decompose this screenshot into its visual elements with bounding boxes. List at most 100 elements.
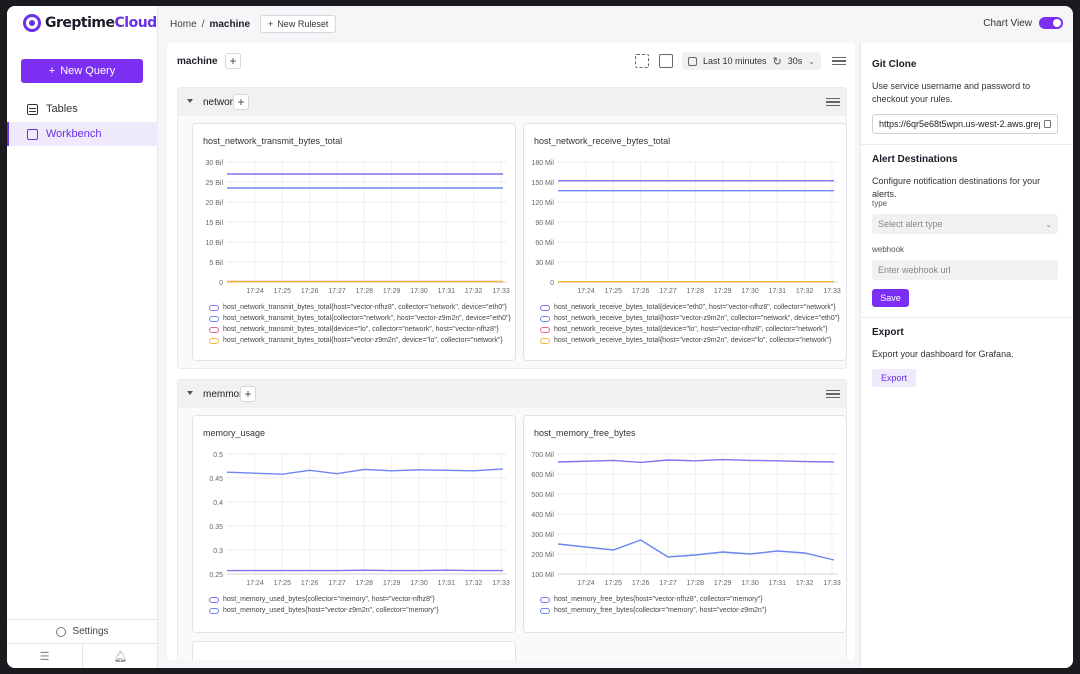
right-panel: Git Clone Use service username and passw… (860, 43, 1073, 668)
chart-panel[interactable] (192, 641, 516, 660)
legend-item[interactable]: host_memory_free_bytes{host="vector-nfhz… (540, 594, 845, 605)
legend-item[interactable]: host_network_receive_bytes_total{host="v… (540, 313, 845, 324)
legend-item[interactable]: host_memory_used_bytes{collector="memory… (209, 594, 514, 605)
grid-layout-icon[interactable] (659, 54, 673, 68)
sidebar-item-tables[interactable]: Tables (7, 97, 158, 121)
chart-panel[interactable]: host_memory_free_bytes 700 Mil 600 Mil 500… (523, 415, 847, 633)
table-icon (27, 103, 38, 115)
legend-item[interactable]: host_network_transmit_bytes_total{collec… (209, 313, 514, 324)
y-tick-label: 90 Mil (535, 220, 554, 227)
settings-button[interactable]: Settings (7, 620, 158, 644)
breadcrumb-home[interactable]: Home (170, 18, 197, 30)
group-menu-icon[interactable] (826, 95, 840, 109)
plus-icon: + (48, 65, 56, 77)
app-window: GreptimeCloud + New Query Tables Workben… (7, 6, 1073, 668)
chart-panel[interactable]: host_network_transmit_bytes_total 30 Bil… (192, 123, 516, 361)
group-header[interactable]: network + (178, 88, 846, 116)
breadcrumb: Home / machine (170, 19, 250, 30)
dashboard-menu-icon[interactable] (832, 54, 846, 68)
y-tick-label: 120 Mil (531, 200, 554, 207)
fullscreen-icon[interactable] (635, 54, 649, 68)
bell-icon[interactable]: 🔔︎ (113, 650, 128, 663)
series-line (557, 539, 835, 561)
new-query-label: New Query (60, 65, 116, 77)
y-tick-label: 0.25 (209, 572, 223, 579)
group-name: memmory (203, 389, 248, 400)
alert-type-placeholder: Select alert type (878, 219, 943, 229)
webhook-input[interactable]: Enter webhook url (872, 260, 1058, 280)
x-tick-label: 17:28 (687, 580, 705, 587)
x-tick-label: 17:29 (714, 288, 732, 295)
y-tick-label: 100 Mil (531, 572, 554, 579)
divider (861, 144, 1073, 145)
refresh-icon[interactable]: ↻ (772, 55, 782, 68)
gear-icon (56, 626, 67, 637)
logo-text: GreptimeCloud (45, 15, 157, 31)
sidebar: GreptimeCloud + New Query Tables Workben… (7, 6, 158, 668)
caret-down-icon[interactable] (187, 391, 193, 395)
chart-panel[interactable]: memory_usage 0.5 0.45 0.4 0.35 0.3 0.25 17:24 1… (192, 415, 516, 633)
legend-label: host_memory_used_bytes{collector="memory… (223, 596, 435, 603)
legend-item[interactable]: host_network_receive_bytes_total{host="v… (540, 335, 845, 346)
x-tick-label: 17:29 (383, 580, 401, 587)
legend-item[interactable]: host_memory_free_bytes{collector="memory… (540, 605, 845, 616)
collapse-menu-icon[interactable]: ☰ (7, 644, 83, 668)
group-menu-icon[interactable] (826, 387, 840, 401)
legend-item[interactable]: host_network_transmit_bytes_total{host="… (209, 335, 514, 346)
time-range-picker[interactable]: Last 10 minutes ↻ 30s ⌄ (682, 52, 821, 70)
y-tick-label: 20 Bil (205, 200, 223, 207)
dashboard-header: machine + Last 10 minutes ↻ 30s ⌄ (167, 43, 855, 79)
legend-label: host_network_receive_bytes_total{host="v… (554, 315, 840, 322)
x-tick-label: 17:26 (301, 288, 319, 295)
panel-title: host_network_transmit_bytes_total (203, 136, 343, 146)
export-button[interactable]: Export (872, 369, 916, 387)
add-panel-button[interactable]: + (225, 53, 241, 69)
x-tick-label: 17:31 (438, 580, 456, 587)
chart-view-control: Chart View (983, 17, 1063, 29)
x-tick-label: 17:26 (632, 580, 650, 587)
chart-panel[interactable]: host_network_receive_bytes_total 180 Mil… (523, 123, 847, 361)
legend-item[interactable]: host_network_transmit_bytes_total{device… (209, 324, 514, 335)
new-query-button[interactable]: + New Query (21, 59, 143, 83)
alert-destinations-description: Configure notification destinations for … (872, 176, 1041, 199)
y-tick-label: 0.45 (209, 476, 223, 483)
legend-label: host_network_transmit_bytes_total{device… (223, 326, 499, 333)
x-tick-label: 17:30 (741, 580, 759, 587)
panel-title: memory_usage (203, 428, 266, 438)
legend-item[interactable]: host_network_receive_bytes_total{device=… (540, 324, 845, 335)
group-header[interactable]: memmory + (178, 380, 846, 408)
legend-swatch (209, 607, 219, 614)
alert-type-select[interactable]: Select alert type ⌄ (872, 214, 1058, 234)
copy-icon[interactable] (1044, 120, 1051, 128)
x-tick-label: 17:27 (328, 580, 346, 587)
add-panel-button[interactable]: + (240, 386, 256, 402)
y-tick-label: 500 Mil (531, 492, 554, 499)
legend-item[interactable]: host_network_receive_bytes_total{device=… (540, 302, 845, 313)
x-tick-label: 17:32 (796, 288, 814, 295)
legend-item[interactable]: host_network_transmit_bytes_total{host="… (209, 302, 514, 313)
save-button[interactable]: Save (872, 289, 909, 307)
x-tick-label: 17:26 (301, 580, 319, 587)
logo[interactable]: GreptimeCloud (23, 14, 157, 32)
export-title: Export (872, 327, 904, 338)
breadcrumb-current: machine (209, 18, 251, 30)
chart-view-toggle[interactable] (1039, 17, 1063, 29)
legend-item[interactable]: host_memory_used_bytes{host="vector-z9m2… (209, 605, 514, 616)
git-clone-url-field[interactable]: https://6qr5e68t5wpn.us-west-2.aws.grept… (872, 114, 1058, 134)
calendar-icon (688, 56, 697, 66)
legend-label: host_memory_used_bytes{host="vector-z9m2… (223, 607, 439, 614)
x-tick-label: 17:27 (328, 288, 346, 295)
legend-swatch (209, 315, 219, 322)
refresh-interval[interactable]: 30s (787, 56, 803, 66)
y-tick-label: 25 Bil (205, 180, 223, 187)
y-tick-label: 5 Bil (209, 260, 223, 267)
y-tick-label: 600 Mil (531, 472, 554, 479)
y-tick-label: 30 Mil (535, 260, 554, 267)
settings-label: Settings (72, 626, 109, 637)
sidebar-item-workbench[interactable]: Workbench (7, 122, 158, 146)
x-tick-label: 17:25 (605, 580, 623, 587)
new-ruleset-button[interactable]: + New Ruleset (260, 15, 337, 33)
sidebar-item-label: Tables (46, 103, 78, 115)
add-panel-button[interactable]: + (233, 94, 249, 110)
caret-down-icon[interactable] (187, 99, 193, 103)
